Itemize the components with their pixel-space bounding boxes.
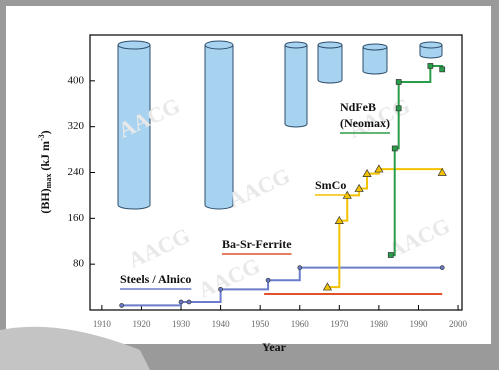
x-tick-label: 1930	[172, 319, 191, 329]
series-label: Steels / Alnico	[120, 272, 191, 286]
series-label: SmCo	[315, 178, 346, 192]
cylinder-top	[318, 42, 342, 48]
cylinder	[363, 47, 387, 74]
x-tick-label: 1990	[409, 319, 428, 329]
cylinder	[285, 45, 307, 127]
marker	[298, 266, 302, 270]
y-axis-label: (BH)max (kJ m-3)	[37, 130, 53, 213]
y-tick-label: 240	[68, 166, 85, 178]
marker	[396, 79, 401, 84]
marker	[388, 253, 393, 258]
marker	[428, 63, 433, 68]
x-tick-label: 1980	[370, 319, 389, 329]
x-tick-label: 1920	[132, 319, 151, 329]
x-tick-label: 1910	[93, 319, 112, 329]
x-tick-label: 1960	[291, 319, 310, 329]
marker	[120, 303, 124, 307]
series-label: NdFeB	[340, 100, 376, 114]
marker	[266, 278, 270, 282]
y-label-sub: max	[44, 174, 53, 189]
x-tick-label: 1970	[330, 319, 349, 329]
marker	[440, 67, 445, 72]
y-label-part: )	[38, 130, 52, 134]
chart: Year (BH)max (kJ m-3) AACGAACGAACGAACGAA…	[0, 0, 499, 370]
x-tick-label: 1940	[212, 319, 231, 329]
marker	[219, 287, 223, 291]
cylinder-top	[118, 41, 150, 49]
y-label-sup: -3	[37, 134, 46, 141]
marker	[187, 300, 191, 304]
cylinder-top	[285, 42, 307, 48]
cylinder	[205, 45, 233, 209]
y-tick-label: 80	[73, 258, 85, 270]
marker	[440, 266, 444, 270]
y-tick-label: 320	[68, 120, 85, 132]
marker	[179, 300, 183, 304]
y-tick-label: 160	[68, 212, 85, 224]
y-label-part: (kJ m	[38, 141, 52, 174]
cylinder-top	[420, 42, 442, 48]
marker	[396, 106, 401, 111]
cylinder-top	[363, 44, 387, 50]
series-label: Ba-Sr-Ferrite	[222, 237, 292, 251]
cylinder	[318, 45, 342, 83]
page: Year (BH)max (kJ m-3) AACGAACGAACGAACGAA…	[0, 0, 499, 370]
y-label-part: (BH)	[38, 188, 52, 213]
cylinder-top	[205, 41, 233, 49]
x-axis-label: Year	[262, 340, 287, 354]
marker	[392, 146, 397, 151]
y-tick-label: 400	[68, 74, 85, 86]
x-tick-label: 1950	[251, 319, 270, 329]
x-tick-label: 2000	[449, 319, 468, 329]
series-label: (Neomax)	[340, 116, 390, 130]
